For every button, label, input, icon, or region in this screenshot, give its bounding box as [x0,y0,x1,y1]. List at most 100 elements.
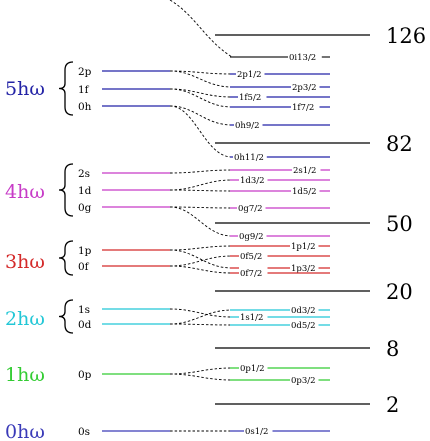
level-label: 1f7/2 [292,103,314,113]
level-1s1-2: 1s1/2 [230,311,330,323]
level-label-mask [290,319,319,328]
level-1d5-2: 1d5/2 [230,185,330,197]
level-1f7-2: 1f7/2 [230,101,330,113]
level-label: 0f7/2 [240,269,262,279]
connector-0g-to-0g7-2 [169,206,233,209]
magic-number-126: 126 [215,24,426,48]
magic-number-label: 2 [386,393,399,417]
shell-label: 3hω [5,251,45,273]
level-0h9-2: 0h9/2 [230,119,330,131]
level-0s1-2: 0s1/2 [230,425,330,437]
sublevel-label-1p: 1p [78,245,92,257]
shell-1hw: 1hω 0p [5,364,170,386]
shell-label: 2hω [5,308,45,330]
level-0g9-2: 0g9/2 [230,230,330,242]
level-0h11-2: 0h11/2 [230,151,330,163]
magic-numbers: 2 8 20 50 82 126 [215,24,426,417]
shell-5hw: 5hω 2p 1f 0h [5,61,170,116]
shell-3hw: 3hω 1p 0f [5,240,170,276]
level-1f5-2: 1f5/2 [230,91,330,103]
connector-0f-to-0f5-2 [169,255,233,267]
magic-number-label: 126 [386,24,426,48]
connector-6hw-to-0i13-2 [169,0,233,58]
level-label: 2p1/2 [237,70,262,80]
level-label-mask [291,81,320,90]
level-label-mask [239,174,268,183]
level-label: 0g7/2 [238,204,263,214]
level-1p1-2: 1p1/2 [230,240,330,252]
level-label: 0f5/2 [240,252,262,262]
level-2p1-2: 2p1/2 [230,68,330,80]
level-0g7-2: 0g7/2 [230,202,330,214]
level-label: 0h9/2 [235,121,260,131]
level-label-mask [291,101,320,110]
connector-0h-to-0h11-2 [169,105,233,158]
level-label-mask [238,91,267,100]
level-label: 0d3/2 [291,306,316,316]
shell-2hw: 2hω 1s 0d [5,299,170,334]
magic-number-label: 82 [386,132,413,156]
magic-number-8: 8 [215,337,399,361]
magic-number-label: 50 [386,212,413,236]
level-label: 1f5/2 [239,93,261,103]
level-label: 0i13/2 [289,53,316,63]
level-label-mask [292,164,321,173]
level-0f5-2: 0f5/2 [230,250,330,262]
shell-label: 5hω [5,78,45,100]
level-label-mask [244,425,273,434]
level-1d3-2: 1d3/2 [230,174,330,186]
sublevel-label-1s: 1s [78,304,90,316]
shell-label: 0hω [5,421,45,441]
connector-0f-to-0f7-2 [169,265,233,274]
shell-brace [58,61,74,116]
magic-number-50: 50 [215,212,413,236]
level-label: 1p3/2 [291,264,316,274]
sublevel-label-2p: 2p [78,66,92,78]
level-label-mask [239,362,268,371]
level-0f7-2: 0f7/2 [230,267,330,279]
level-label: 1d5/2 [292,187,317,197]
shell-brace [58,163,74,217]
magic-number-label: 8 [386,337,399,361]
level-label-mask [239,311,268,320]
sublevel-label-1d: 1d [78,185,92,197]
sublevel-label-0g: 0g [78,202,92,214]
level-label: 1d3/2 [240,176,265,186]
level-label-mask [290,304,319,313]
magic-number-2: 2 [215,393,399,417]
level-label: 2p3/2 [292,83,317,93]
level-label-mask [290,374,319,383]
level-label: 1p1/2 [291,242,316,252]
connector-1p-to-1p3-2 [169,249,233,269]
sublevel-label-0d: 0d [78,319,92,331]
level-label-mask [237,202,266,211]
connector-2p-to-2p3-2 [169,70,233,88]
magic-number-20: 20 [215,280,413,304]
sublevel-label-0s: 0s [78,426,90,438]
shell-brace [58,299,74,334]
level-0d5-2: 0d5/2 [230,319,330,331]
level-0p1-2: 0p1/2 [230,362,330,374]
oscillator-shells: 0hω 0s 1hω 0p 2hω 1s 0d 3hω 1p 0f 4hω 2s 1d 0g 5hω 2p 1f… [5,61,170,441]
level-label-mask [291,185,320,194]
connector-1d-to-1d5-2 [169,189,233,192]
level-label: 0h11/2 [234,153,264,163]
shell-label: 1hω [5,364,45,386]
level-label-mask [290,240,319,249]
connector-0d-to-0d3-2 [169,309,233,325]
sublevel-label-0f: 0f [78,261,90,273]
level-label-mask [290,262,319,271]
level-2p3-2: 2p3/2 [230,81,330,93]
level-label: 0p1/2 [240,364,265,374]
level-0i13-2: 0i13/2 [230,51,330,63]
level-label: 0s1/2 [245,427,268,437]
level-label: 0p3/2 [291,376,316,386]
connector-0h-to-0h9-2 [169,105,233,126]
level-label-mask [239,250,268,259]
spin-orbit-levels: 0s1/2 0p1/2 0p3/2 0d3/2 1s1/2 0d5/2 1p1/2 0f5/2… [230,51,330,437]
magic-number-label: 20 [386,280,413,304]
connector-1p-to-1p1-2 [169,245,233,251]
level-label: 0g9/2 [239,232,264,242]
level-2s1-2: 2s1/2 [230,164,330,176]
